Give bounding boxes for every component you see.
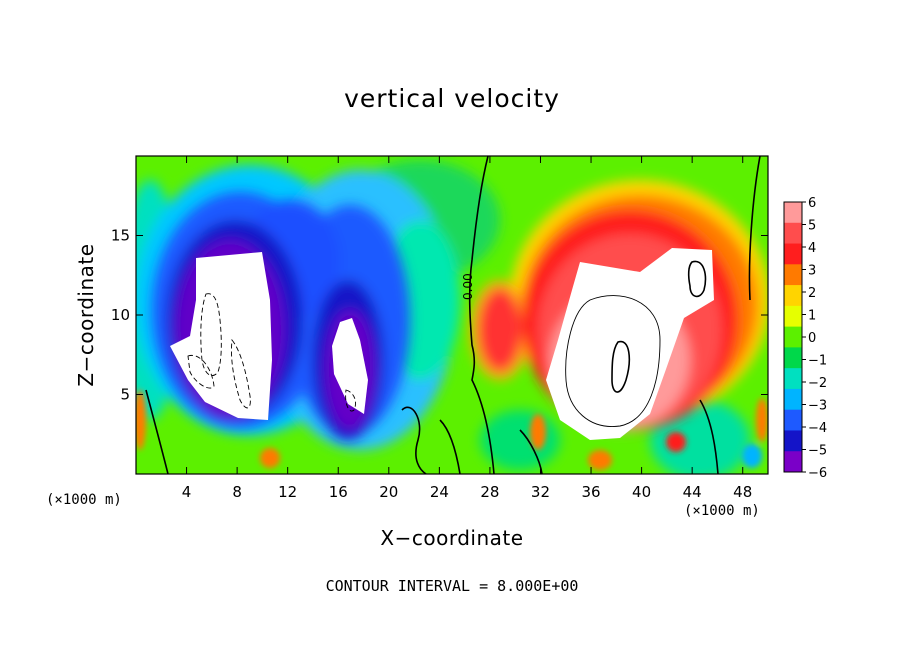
x-axis-label: X−coordinate — [380, 526, 524, 550]
colorbar-label: −6 — [808, 466, 827, 481]
colorbar-swatch — [784, 347, 802, 369]
colorbar-swatch — [784, 222, 802, 245]
heatmap-field: 0.00 — [136, 156, 768, 474]
y-unit-label: (×1000 m) — [46, 492, 122, 508]
colorbar-label: 1 — [808, 309, 816, 324]
x-tick-label: 24 — [430, 483, 449, 501]
chart-title: vertical velocity — [344, 84, 560, 113]
x-tick-label: 32 — [531, 483, 550, 501]
colorbar-swatch — [784, 409, 802, 431]
x-tick-label: 36 — [581, 483, 600, 501]
colorbar-swatch — [784, 264, 802, 286]
y-axis: 5 10 15 — [111, 227, 768, 404]
x-tick-label: 28 — [480, 483, 499, 501]
colorbar-swatch — [784, 285, 802, 307]
colorbar-label: −4 — [808, 421, 827, 436]
contour-label: 0.00 — [461, 273, 475, 300]
x-unit-label: (×1000 m) — [684, 503, 760, 519]
x-tick-label: 48 — [733, 483, 752, 501]
colorbar-label: 3 — [808, 264, 816, 279]
x-axis: 4 8 12 16 20 24 28 32 36 40 44 48 — [182, 156, 752, 501]
colorbar-label: 0 — [808, 331, 816, 346]
colorbar-swatch — [784, 243, 802, 265]
colorbar-label: 2 — [808, 286, 816, 301]
x-tick-label: 8 — [232, 483, 242, 501]
y-tick-label: 15 — [111, 227, 130, 245]
x-tick-label: 4 — [182, 483, 192, 501]
colorbar-label: −2 — [808, 376, 827, 391]
colorbar-label: 5 — [808, 219, 816, 234]
colorbar-swatch — [784, 388, 802, 411]
colorbar-label: −5 — [808, 444, 827, 459]
x-tick-label: 16 — [329, 483, 348, 501]
contour-interval-note: CONTOUR INTERVAL = 8.000E+00 — [325, 577, 579, 595]
x-tick-label: 20 — [379, 483, 398, 501]
colorbar-swatch — [784, 305, 802, 328]
x-tick-label: 44 — [683, 483, 702, 501]
colorbar-swatch — [784, 430, 802, 452]
colorbar-label: 6 — [808, 196, 816, 211]
colorbar: 6 5 4 3 2 1 0 −1 −2 −3 −4 −5 −6 — [783, 196, 827, 481]
colorbar-label: −1 — [808, 354, 827, 369]
colorbar-swatch — [784, 326, 802, 348]
colorbar-swatch — [784, 202, 802, 224]
x-tick-label: 12 — [278, 483, 297, 501]
y-tick-label: 10 — [111, 306, 130, 324]
colorbar-swatch — [784, 451, 802, 473]
x-tick-label: 40 — [632, 483, 651, 501]
colorbar-swatch — [784, 368, 802, 390]
y-tick-label: 5 — [120, 386, 130, 404]
colorbar-label: −3 — [808, 399, 827, 414]
colorbar-label: 4 — [808, 241, 816, 256]
